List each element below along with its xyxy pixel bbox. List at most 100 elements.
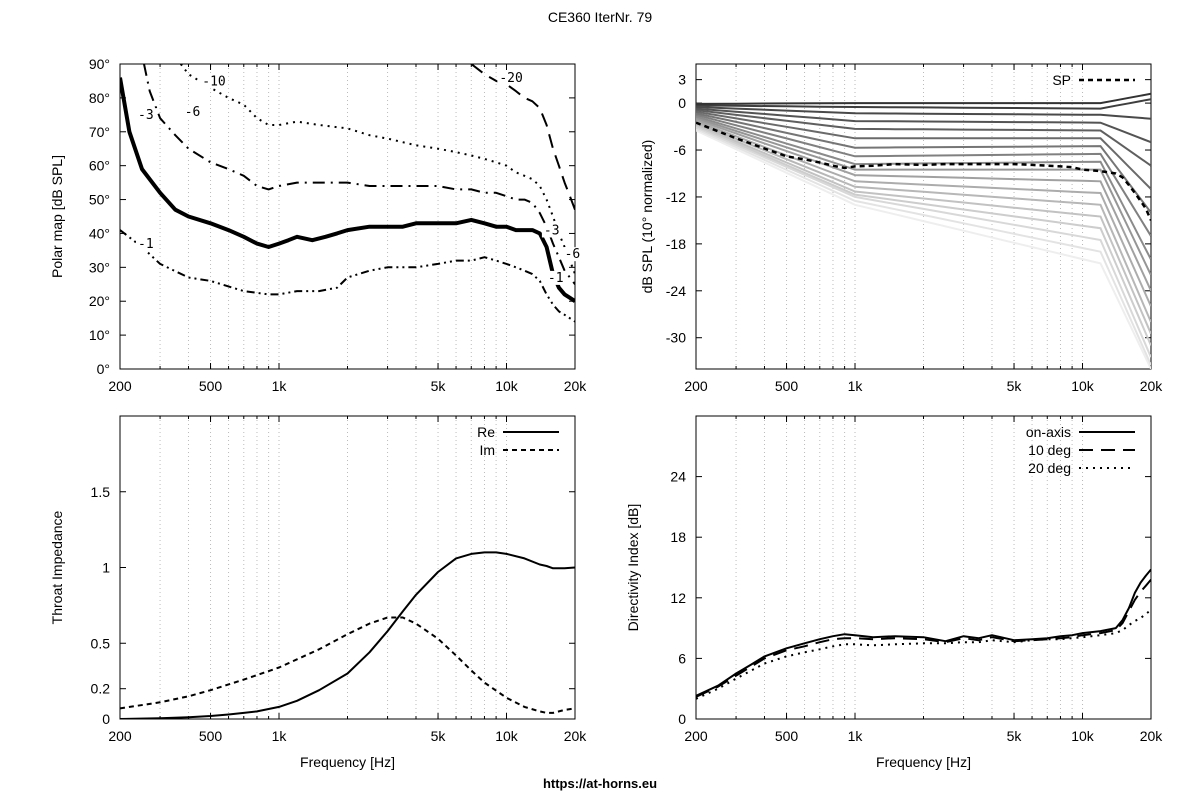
plot-area [120, 64, 575, 323]
x-tick-label: 1k [272, 728, 288, 744]
y-tick-label: -6 [674, 142, 687, 158]
y-tick-label: 0.5 [91, 635, 111, 651]
contour-label: -6 [565, 247, 581, 262]
y-tick-label: 70° [89, 124, 110, 140]
x-tick-label: 5k [1007, 378, 1023, 394]
series-line [120, 77, 575, 303]
x-tick-label: 1k [848, 728, 864, 744]
angle-curve [696, 129, 1151, 369]
series-line [696, 568, 1151, 697]
x-tick-label: 20k [1140, 728, 1164, 744]
series-line [470, 64, 575, 211]
angle-curve [696, 126, 1151, 358]
x-tick-label: 1k [848, 378, 864, 394]
legend-label: Re [477, 424, 495, 440]
series-line [120, 229, 575, 323]
x-axis-label: Frequency [Hz] [300, 754, 395, 770]
x-tick-label: 10k [495, 378, 519, 394]
y-tick-label: -30 [666, 330, 686, 346]
angle-curve [696, 117, 1151, 276]
y-tick-label: 20° [89, 293, 110, 309]
angle-curve [696, 118, 1151, 292]
y-tick-label: 6 [678, 650, 686, 666]
y-axis-label: Directivity Index [dB] [625, 504, 641, 632]
angle-curve [696, 113, 1151, 237]
contour-label: -6 [185, 105, 201, 120]
contour-label: -1 [548, 271, 564, 286]
series-line [696, 578, 1151, 698]
y-tick-label: -18 [666, 236, 686, 252]
y-tick-label: 80° [89, 90, 110, 106]
angle-curve [696, 109, 1151, 167]
x-tick-label: 5k [1007, 728, 1023, 744]
plot-area [696, 568, 1151, 700]
series-line [120, 551, 575, 719]
contour-label-bg [497, 70, 526, 85]
y-tick-label: 1 [102, 560, 110, 576]
legend-label: on-axis [1026, 424, 1071, 440]
angle-curve [696, 112, 1151, 214]
series-line [120, 616, 575, 714]
legend-label: 10 deg [1028, 442, 1071, 458]
x-tick-label: 500 [199, 378, 223, 394]
angle-curve [696, 123, 1151, 335]
x-tick-label: 10k [495, 728, 519, 744]
angle-curve [696, 124, 1151, 346]
series-line [180, 64, 575, 275]
angle-curve [696, 107, 1151, 144]
legend-label: 20 deg [1028, 460, 1071, 476]
angle-curve [696, 121, 1151, 323]
x-tick-label: 500 [775, 728, 799, 744]
angle-curve [696, 106, 1151, 120]
angle-curve [696, 98, 1151, 110]
y-axis-label: Polar map [dB SPL] [49, 155, 65, 278]
y-axis-label: Throat Impedance [49, 510, 65, 624]
contour-label: -3 [138, 108, 154, 123]
chart-polar_map: 200 500 1k 5k 10k 20k 0° 10° 20° 30° 40° 50° 60° 70° 8… [49, 56, 587, 394]
contour-label: -1 [138, 237, 154, 252]
y-tick-label: 50° [89, 192, 110, 208]
angle-curve [696, 92, 1151, 105]
contour-label-bg [562, 247, 583, 262]
x-tick-label: 1k [272, 378, 288, 394]
y-tick-label: 0° [97, 361, 110, 377]
contour-label-bg [182, 104, 203, 119]
x-tick-label: 5k [431, 378, 447, 394]
x-tick-label: 200 [108, 378, 132, 394]
y-tick-label: 12 [670, 590, 686, 606]
series-line [143, 64, 575, 285]
contour-label: -20 [499, 71, 522, 86]
contour-label-bg [545, 270, 566, 285]
contour-label-bg [136, 237, 157, 251]
y-tick-label: 40° [89, 225, 110, 241]
footer-url: https://at-horns.eu [542, 776, 658, 791]
y-tick-label: 0 [678, 711, 686, 727]
angle-curve [696, 127, 1151, 366]
y-tick-label: 0 [102, 711, 110, 727]
contour-label-bg [200, 74, 229, 89]
y-tick-label: -24 [666, 283, 686, 299]
y-axis-label: dB SPL (10° normalized) [639, 140, 655, 294]
contour-label: -10 [202, 74, 225, 89]
x-tick-label: 5k [431, 728, 447, 744]
x-tick-label: 500 [775, 378, 799, 394]
y-tick-label: 90° [89, 56, 110, 72]
legend-label: Im [479, 442, 495, 458]
legend-label: SP [1052, 72, 1071, 88]
x-tick-label: 20k [1140, 378, 1164, 394]
plot-area [120, 551, 575, 719]
plot-area [696, 92, 1151, 369]
y-tick-label: 60° [89, 158, 110, 174]
y-tick-label: 1.5 [91, 484, 111, 500]
x-tick-label: 20k [564, 378, 588, 394]
y-tick-label: 0 [678, 95, 686, 111]
x-tick-label: 10k [1071, 728, 1095, 744]
x-tick-label: 200 [684, 378, 708, 394]
chart-normalized_spl: 200 500 1k 5k 10k 20k 3 0 -6 -12 -18 -24 -30 dB SPL (… [639, 63, 1164, 394]
angle-curve [696, 120, 1151, 307]
y-tick-label: 3 [678, 72, 686, 88]
y-tick-label: 30° [89, 259, 110, 275]
y-tick-label: -12 [666, 189, 686, 205]
plot-frame [695, 415, 1152, 720]
